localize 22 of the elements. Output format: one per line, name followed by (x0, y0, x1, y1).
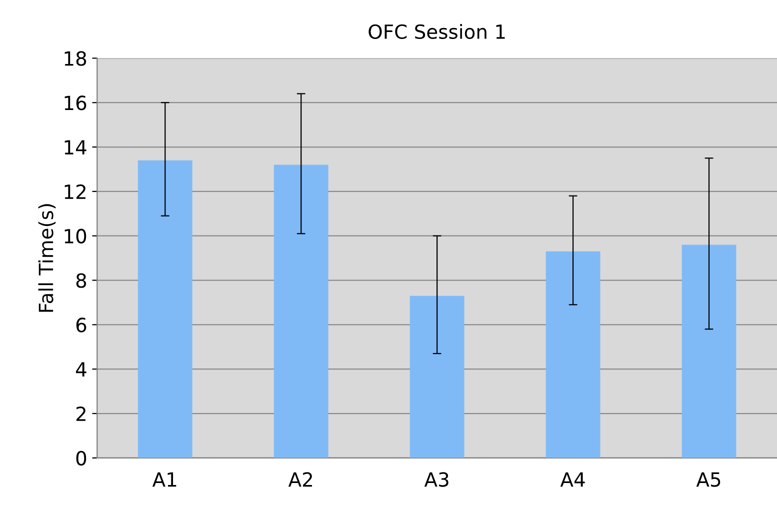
y-tick-label: 16 (64, 96, 86, 110)
x-tick-label: A4 (560, 472, 585, 487)
bar (410, 296, 464, 458)
y-tick-label: 6 (76, 318, 86, 332)
bar (274, 164, 328, 458)
y-tick-label: 14 (64, 140, 86, 154)
y-tick-label: 12 (64, 184, 86, 199)
y-axis-title: Fall Time(s) (38, 204, 56, 312)
y-tick-label: 10 (64, 228, 86, 244)
y-tick-label: 4 (76, 362, 86, 376)
y-tick-label: 2 (76, 406, 86, 421)
y-tick-label: 8 (76, 273, 86, 288)
chart-title: OFC Session 1 (368, 24, 505, 40)
y-tick-label: 0 (76, 450, 86, 466)
y-tick-label: 18 (64, 51, 86, 66)
x-tick-label: A5 (696, 472, 720, 487)
bar (138, 160, 192, 458)
bar (682, 244, 736, 458)
bar (546, 251, 600, 458)
x-tick-label: A2 (288, 472, 312, 487)
x-tick-label: A1 (152, 472, 176, 487)
x-tick-label: A3 (424, 472, 448, 487)
